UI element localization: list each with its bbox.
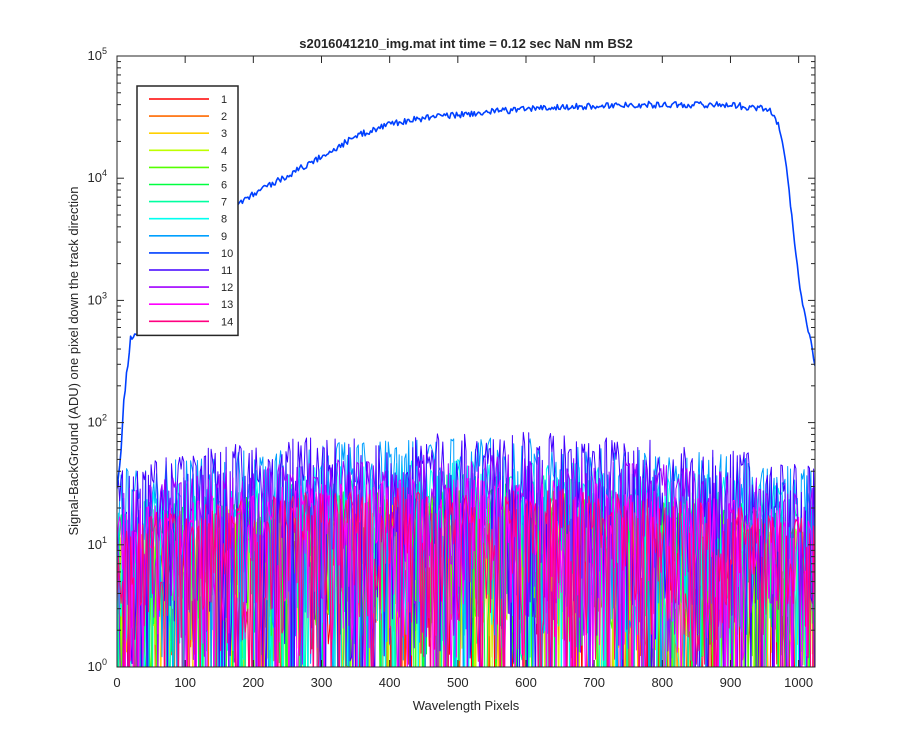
series-line-11	[117, 431, 815, 667]
x-tick-label: 800	[651, 675, 673, 690]
series-line-13	[117, 477, 815, 667]
series-layer	[117, 100, 815, 667]
x-tick-label: 700	[583, 675, 605, 690]
axes-box	[116, 55, 816, 668]
x-tick-label: 300	[311, 675, 333, 690]
y-tick-label: 101	[88, 535, 107, 552]
x-tick-label: 200	[242, 675, 264, 690]
y-tick-label: 100	[88, 657, 107, 674]
legend-label-2: 2	[221, 111, 227, 123]
x-tick-label: 0	[113, 675, 120, 690]
legend-label-12: 12	[221, 282, 233, 294]
x-tick-label: 100	[174, 675, 196, 690]
legend-label-3: 3	[221, 128, 227, 140]
y-axis-label: Signal-BackGround (ADU) one pixel down t…	[66, 186, 81, 535]
x-tick-label: 600	[515, 675, 537, 690]
legend-label-6: 6	[221, 180, 227, 192]
x-tick-label: 400	[379, 675, 401, 690]
legend-label-11: 11	[221, 265, 232, 277]
legend-label-7: 7	[221, 197, 227, 209]
x-tick-label: 1000	[784, 675, 813, 690]
legend-label-8: 8	[221, 214, 227, 226]
legend-label-9: 9	[221, 231, 227, 243]
y-tick-label: 105	[88, 46, 107, 63]
series-line-14	[117, 486, 815, 667]
ticks-layer: 0 100 200 300 400 500 600 700 800 900 100010010110…	[88, 46, 815, 690]
y-tick-label: 104	[88, 168, 107, 185]
legend-box	[136, 85, 239, 337]
x-tick-label: 500	[447, 675, 469, 690]
chart-title: s2016041210_img.mat int time = 0.12 sec …	[299, 36, 633, 51]
x-tick-label: 900	[720, 675, 742, 690]
legend-label-10: 10	[221, 248, 233, 260]
legend-label-5: 5	[221, 162, 227, 174]
legend-label-4: 4	[221, 145, 227, 157]
y-tick-label: 102	[88, 413, 107, 430]
legend-label-14: 14	[221, 316, 233, 328]
x-axis-label: Wavelength Pixels	[413, 698, 520, 713]
legend-label-1: 1	[221, 94, 227, 106]
legend-label-13: 13	[221, 299, 233, 311]
y-tick-label: 103	[88, 290, 107, 307]
